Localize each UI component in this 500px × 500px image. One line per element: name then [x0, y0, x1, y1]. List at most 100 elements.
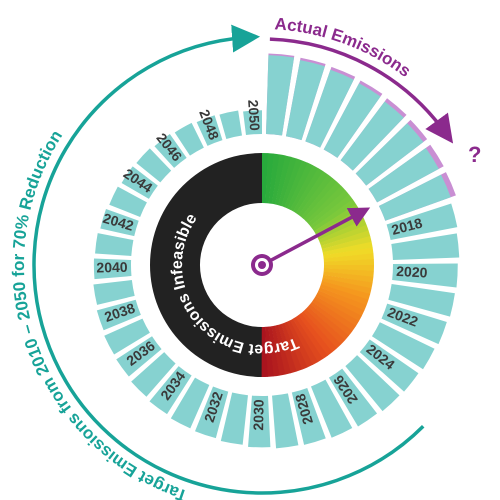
gauge-segment: [271, 325, 286, 376]
gauge-segment: [323, 268, 374, 278]
gauge-segment: [292, 316, 323, 363]
actual-label-text: Actual Emissions: [274, 14, 414, 81]
gauge-segment: [322, 274, 373, 289]
gauge-segment: [313, 296, 359, 327]
gauge-segment: [323, 247, 374, 259]
target-bar: [340, 101, 404, 171]
gauge-segment: [323, 265, 374, 272]
gauge-segment: [319, 224, 369, 247]
gauge-segment: [315, 293, 362, 322]
gauge: Target Emissions Infeasible: [150, 153, 374, 378]
target-bar: [131, 352, 176, 397]
year-label: 2050: [245, 99, 263, 131]
gauge-segment: [274, 324, 291, 375]
target-bar: [386, 203, 458, 241]
gauge-segment: [293, 168, 324, 214]
question-mark: ?: [468, 142, 481, 167]
gauge-segment: [271, 154, 286, 205]
gauge-segment: [321, 277, 372, 295]
target-bar: [368, 147, 439, 203]
target-bar: [109, 186, 147, 217]
target-bar: [93, 280, 135, 305]
bars: [93, 53, 460, 449]
gauge-segment: [298, 174, 333, 217]
gauge-segment: [277, 323, 297, 374]
year-label: 2030: [250, 399, 266, 431]
year-label: 2020: [396, 263, 428, 281]
gauge-segment: [305, 185, 346, 224]
gauge-segment: [298, 313, 333, 356]
gauge-segment: [281, 158, 303, 208]
target-bar: [345, 355, 400, 412]
target-bar: [323, 83, 381, 158]
needle: [261, 207, 371, 267]
gauge-segment: [317, 290, 365, 317]
target-bar: [93, 258, 132, 280]
target-bar: [136, 148, 172, 183]
gauge-segment: [295, 315, 328, 360]
target-bar: [154, 133, 187, 168]
target-bar: [378, 174, 451, 221]
gauge-segment: [301, 177, 338, 220]
gauge-segment: [268, 153, 280, 204]
gauge-segment: [278, 156, 297, 207]
target-bar: [170, 377, 210, 429]
target-bar: [174, 122, 204, 156]
gauge-segment: [308, 190, 350, 227]
actual-arc: [269, 37, 454, 144]
gauge-segment: [303, 181, 342, 222]
gauge-segment: [318, 287, 367, 311]
gauge-dark: [150, 153, 262, 377]
target-bar: [392, 263, 458, 288]
target-bar: [95, 233, 134, 256]
gauge-segment: [320, 230, 371, 250]
gauge-segment: [321, 236, 372, 253]
gauge-segment: [303, 308, 342, 349]
target-bar: [243, 110, 262, 135]
gauge-segment: [312, 199, 357, 232]
gauge-segment: [284, 160, 308, 209]
gauge-segment: [290, 165, 319, 212]
gauge-segment: [284, 321, 308, 370]
gauge-segment: [261, 326, 268, 378]
target-bar: [220, 392, 248, 445]
actual-label: Actual Emissions: [274, 14, 414, 81]
target-bar: [371, 322, 435, 370]
target-bar: [219, 110, 243, 139]
gauge-segment: [289, 318, 318, 365]
gauge-segment: [320, 281, 371, 300]
hub-inner: [258, 261, 266, 269]
target-bar: [328, 368, 378, 427]
gauge-segment: [295, 171, 329, 215]
target-bar: [359, 339, 419, 392]
target-bar: [121, 166, 158, 199]
target-bar: [116, 336, 162, 377]
year-label: 2040: [96, 259, 128, 276]
gauge-segment: [265, 153, 275, 204]
gauge-segment: [322, 241, 373, 256]
target-bar: [272, 393, 299, 449]
target-bar: [285, 60, 325, 141]
target-bar: [391, 233, 460, 260]
gauge-segment: [312, 298, 356, 332]
target-bar: [266, 55, 295, 136]
target-bar: [248, 395, 271, 448]
target-arc: [32, 24, 425, 495]
target-bar: [388, 284, 455, 317]
gauge-segment: [287, 320, 313, 368]
target-bar: [100, 208, 139, 237]
gauge-segment: [280, 322, 303, 372]
target-bar: [196, 115, 223, 146]
gauge-segment: [300, 311, 337, 353]
target-bar: [291, 387, 326, 445]
gauge-segment: [310, 301, 353, 336]
year-label: 2018: [390, 215, 424, 238]
gauge-segment: [262, 153, 269, 204]
target-bar: [195, 386, 229, 439]
gauge-segment: [319, 284, 369, 306]
target-bar: [310, 379, 353, 438]
target-bar: [96, 299, 141, 331]
gauge-segment: [310, 194, 353, 229]
